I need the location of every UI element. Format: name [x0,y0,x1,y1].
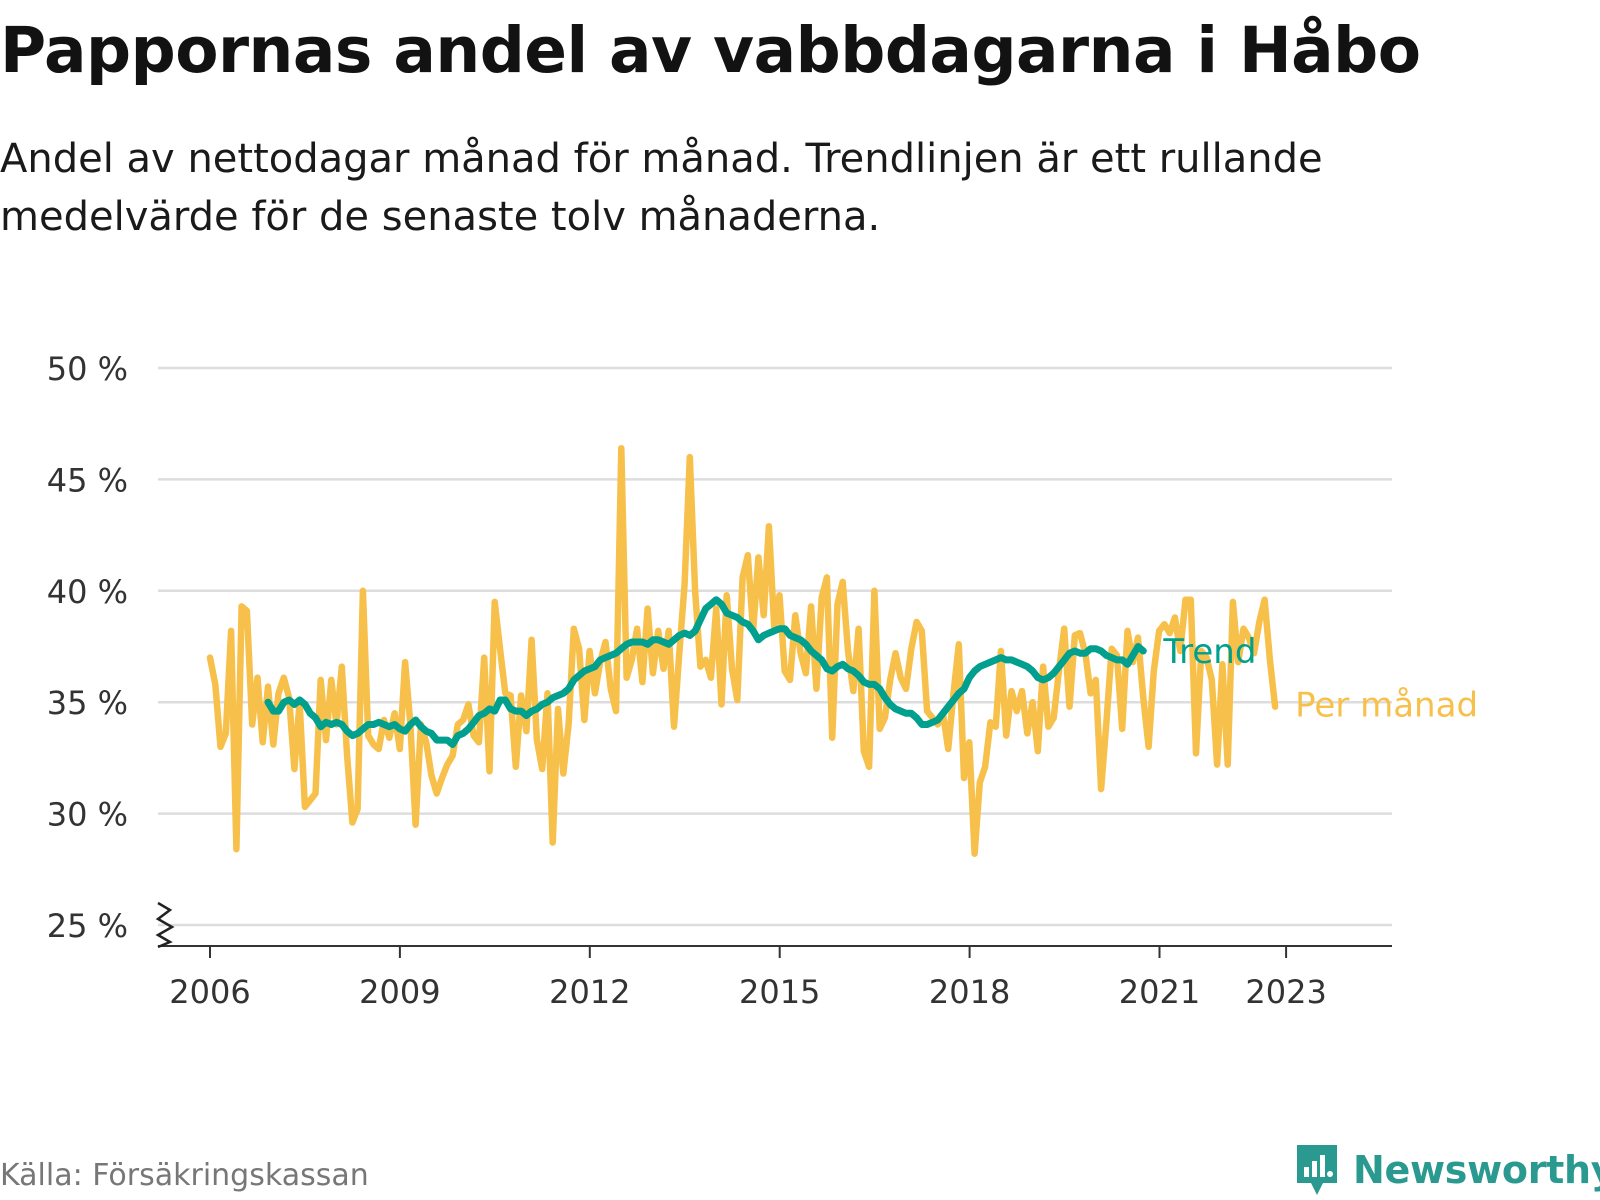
x-axis: 2006 2009 2012 2015 2018 2021 2023 [155,901,1392,1011]
y-tick-label: 35 % [47,684,128,722]
y-axis-ticks: 50 % 45 % 40 % 35 % 30 % 25 % [47,350,128,945]
brand-logo[interactable]: Newsworthy [1293,1140,1600,1200]
x-tick-label: 2012 [549,973,630,1011]
chart-subtitle: Andel av nettodagar månad för månad. Tre… [0,136,1323,240]
source-note: Källa: Försäkringskassan [0,1158,369,1193]
x-tick-label: 2023 [1245,973,1326,1011]
x-tick-label: 2015 [739,973,820,1011]
x-tick-label: 2018 [929,973,1010,1011]
y-tick-label: 30 % [47,796,128,834]
newsworthy-logo-icon [1297,1145,1337,1195]
brand-name: Newsworthy [1353,1148,1600,1192]
x-tick-label: 2006 [169,973,250,1011]
y-tick-label: 45 % [47,461,128,499]
chart-title: Pappornas andel av vabbdagarna i Håbo [0,14,1421,87]
trend-label: Trend [1162,632,1256,672]
y-tick-label: 50 % [47,350,128,388]
trend-series-line [264,596,1147,748]
y-tick-label: 40 % [47,573,128,611]
series-lines [206,444,1279,857]
x-tick-label: 2009 [359,973,440,1011]
axis-break-marker [155,901,175,949]
monthly-series-line [206,444,1279,857]
x-tick-label: 2021 [1119,973,1200,1011]
monthly-label: Per månad [1295,686,1478,726]
y-tick-label: 25 % [47,907,128,945]
line-chart: 50 % 45 % 40 % 35 % 30 % 25 % 2006 2009 2012 201… [47,350,1478,1011]
series-labels: Trend Per månad [1162,632,1478,726]
